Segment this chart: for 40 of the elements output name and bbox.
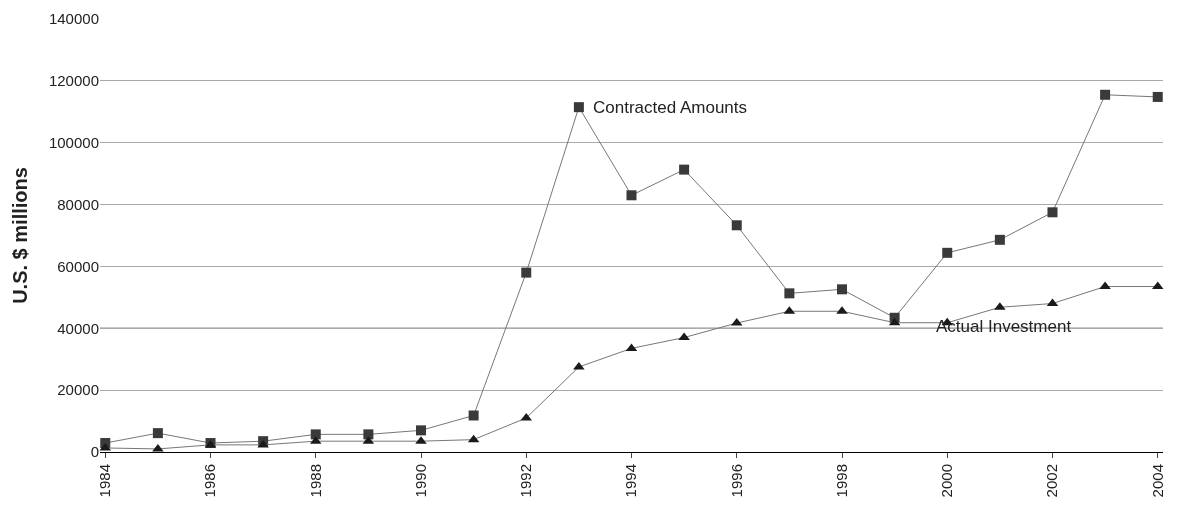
point [521, 267, 532, 278]
y-tick-label: 20000 [57, 381, 99, 399]
point [626, 190, 637, 201]
y-axis-title: U.S. $ millions [9, 167, 32, 304]
point [152, 428, 163, 439]
annotation: Contracted Amounts [593, 98, 748, 117]
point [994, 234, 1005, 245]
x-tick-label: 2004 [1148, 464, 1166, 498]
x-tick-label: 1990 [411, 464, 429, 498]
point [679, 164, 690, 175]
point [731, 220, 742, 231]
y-tick-label: 100000 [48, 133, 99, 151]
point [573, 102, 584, 113]
x-tick-label: 1994 [622, 464, 640, 498]
x-tick-label: 2002 [1043, 464, 1061, 498]
x-tick-label: 1988 [306, 464, 324, 498]
point [468, 410, 479, 421]
point [310, 429, 321, 440]
point [942, 247, 953, 258]
point [784, 288, 795, 299]
point [416, 425, 426, 436]
x-tick-label: 1986 [201, 464, 219, 498]
y-tick-label: 140000 [48, 10, 99, 28]
point [1152, 91, 1163, 102]
y-tick-label: 0 [90, 443, 99, 461]
x-tick-label: 1998 [832, 464, 850, 498]
point [837, 284, 847, 295]
point [1099, 281, 1111, 290]
y-tick-label: 60000 [57, 257, 99, 275]
x-tick-label: 1992 [517, 464, 535, 498]
x-tick-label: 1996 [727, 464, 745, 498]
y-tick-label: 80000 [57, 195, 99, 213]
point [1047, 207, 1058, 218]
x-tick-label: 2000 [938, 464, 956, 498]
point [363, 429, 374, 440]
point [678, 332, 690, 341]
y-tick-label: 40000 [57, 319, 99, 337]
x-tick-label: 1984 [96, 464, 114, 498]
point [1100, 89, 1111, 100]
y-tick-label: 120000 [48, 72, 99, 90]
